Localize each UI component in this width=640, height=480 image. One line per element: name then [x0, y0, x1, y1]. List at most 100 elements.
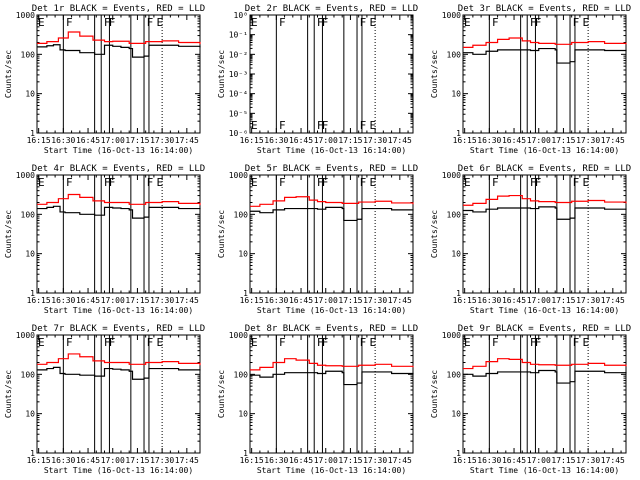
flag-marker: F: [492, 176, 499, 189]
y-tick-label: 100: [21, 50, 36, 59]
panel-8: Det 8r BLACK = Events, RED = LLD 1 10 100 10…: [217, 324, 418, 475]
y-tick-label: 1000: [442, 11, 461, 20]
flag-marker: F: [322, 119, 329, 132]
y-axis-label: Counts/sec: [217, 370, 226, 418]
x-axis-label: Start Time (16-Oct-13 16:14:00): [470, 146, 619, 155]
series-events-line: [463, 369, 627, 384]
y-axis-label: Counts/sec: [217, 50, 226, 98]
x-tick-label: 17:45: [388, 136, 412, 145]
y-axis-label: Counts/sec: [4, 210, 13, 258]
plot-frame: [462, 334, 627, 454]
x-axis-label: Start Time (16-Oct-13 16:14:00): [470, 306, 619, 315]
series-events-line: [463, 206, 627, 220]
flag-marker: E: [157, 176, 164, 189]
x-tick-label: 16:15: [27, 296, 51, 305]
x-tick-label: 17:00: [527, 296, 551, 305]
flag-marker: E: [38, 176, 45, 189]
y-tick-label: 1: [30, 129, 35, 138]
flag-marker: F: [322, 336, 329, 349]
series-events-line: [250, 206, 414, 222]
x-tick-label: 16:15: [453, 296, 477, 305]
flag-marker: F: [66, 336, 73, 349]
panel-9: Det 9r BLACK = Events, RED = LLD 1 10 100 10…: [430, 324, 631, 475]
x-tick-label: 17:45: [388, 296, 412, 305]
series-events-line: [463, 47, 627, 64]
flag-marker: F: [573, 176, 580, 189]
flag-marker: E: [157, 16, 164, 29]
plot-frame: [36, 334, 201, 454]
x-tick-label: 16:45: [289, 296, 313, 305]
x-tick-label: 16:30: [477, 136, 501, 145]
x-tick-label: 16:15: [453, 136, 477, 145]
chart-title: Det 1r BLACK = Events, RED = LLD: [32, 4, 205, 14]
x-tick-label: 16:45: [76, 296, 100, 305]
series-lld-line: [463, 37, 627, 49]
x-tick-label: 17:15: [338, 456, 362, 465]
y-tick-label: 10: [25, 250, 35, 259]
flag-marker: F: [109, 336, 116, 349]
y-axis-label: Counts/sec: [430, 50, 439, 98]
y-tick-label: 1000: [442, 331, 461, 340]
x-tick-label: 16:45: [502, 456, 526, 465]
x-tick-label: 17:00: [314, 296, 338, 305]
series-lld-line: [463, 194, 627, 206]
x-tick-label: 17:15: [338, 136, 362, 145]
x-tick-label: 17:00: [314, 136, 338, 145]
y-tick-label: 100: [234, 210, 249, 219]
flag-marker: E: [157, 336, 164, 349]
flag-marker: F: [109, 16, 116, 29]
y-tick-label: 1: [456, 289, 461, 298]
chart-title: Det 9r BLACK = Events, RED = LLD: [458, 324, 631, 334]
flag-marker: E: [464, 16, 471, 29]
x-tick-label: 17:30: [576, 456, 600, 465]
y-tick-label: 100: [21, 370, 36, 379]
flag-marker: F: [104, 176, 111, 189]
y-tick-label: 10: [451, 90, 461, 99]
x-tick-label: 16:30: [264, 136, 288, 145]
plot-frame: [249, 174, 414, 294]
y-tick-label: 10: [451, 410, 461, 419]
flag-marker: F: [317, 176, 324, 189]
flag-marker: F: [492, 336, 499, 349]
flag-marker: F: [530, 16, 537, 29]
y-tick-label: 1000: [229, 331, 248, 340]
y-axis-label: Counts/sec: [430, 210, 439, 258]
series-lld-line: [37, 31, 201, 45]
y-tick-label: 10: [238, 410, 248, 419]
series-events-line: [37, 44, 201, 58]
panel-4: Det 4r BLACK = Events, RED = LLD 1 10 100 10…: [4, 164, 205, 315]
flag-marker: F: [360, 176, 367, 189]
y-axis-label: Counts/sec: [4, 370, 13, 418]
panel-3: Det 3r BLACK = Events, RED = LLD 1 10 100 10…: [430, 4, 631, 155]
x-tick-label: 17:15: [125, 456, 149, 465]
chart-title: Det 2r BLACK = Events, RED = LLD: [245, 4, 418, 14]
x-tick-label: 17:45: [175, 456, 199, 465]
flag-marker: F: [66, 16, 73, 29]
x-tick-label: 17:45: [175, 136, 199, 145]
y-tick-label: 1000: [442, 171, 461, 180]
flag-marker: E: [583, 336, 590, 349]
x-tick-label: 16:15: [27, 456, 51, 465]
flag-marker: F: [322, 16, 329, 29]
x-tick-label: 16:45: [76, 456, 100, 465]
flag-marker: E: [464, 176, 471, 189]
series-events-line: [37, 366, 201, 380]
series-events-line: [250, 370, 414, 386]
flag-marker: F: [360, 336, 367, 349]
x-tick-label: 16:30: [477, 456, 501, 465]
x-tick-label: 17:30: [150, 136, 174, 145]
chart-title: Det 3r BLACK = Events, RED = LLD: [458, 4, 631, 14]
y-tick-label: 10: [25, 90, 35, 99]
x-tick-label: 16:15: [453, 456, 477, 465]
y-tick-label: 10: [238, 250, 248, 259]
flag-marker: F: [535, 16, 542, 29]
chart-title: Det 7r BLACK = Events, RED = LLD: [32, 324, 205, 334]
x-tick-label: 17:15: [551, 456, 575, 465]
chart-title: Det 4r BLACK = Events, RED = LLD: [32, 164, 205, 174]
y-tick-label: 100: [21, 210, 36, 219]
x-tick-label: 16:30: [51, 296, 75, 305]
x-axis-label: Start Time (16-Oct-13 16:14:00): [470, 466, 619, 475]
plot-frame: [462, 174, 627, 294]
panel-1: Det 1r BLACK = Events, RED = LLD 1 10 100 10…: [4, 4, 205, 155]
